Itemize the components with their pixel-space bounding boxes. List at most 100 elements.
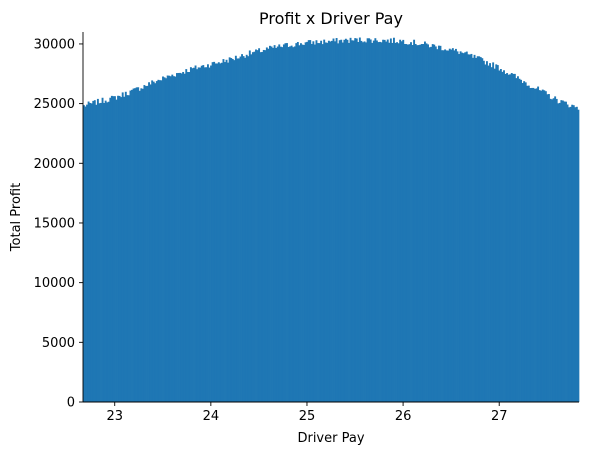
histogram-bar <box>335 38 338 402</box>
histogram-bar <box>524 82 527 402</box>
histogram-bar <box>86 104 88 402</box>
histogram-bar <box>445 50 448 402</box>
y-tick-label: 5000 <box>42 336 75 351</box>
histogram-bar <box>515 78 518 402</box>
histogram-bar <box>90 103 93 402</box>
histogram-bar <box>251 52 254 403</box>
histogram-bar <box>351 40 354 403</box>
histogram-bar <box>140 88 143 402</box>
histogram-bar <box>227 62 230 403</box>
histogram-bar <box>420 44 423 402</box>
histogram-bar <box>217 62 220 403</box>
histogram-bar <box>93 100 96 402</box>
histogram-bar <box>202 65 205 402</box>
y-tick-label: 10000 <box>34 276 75 291</box>
histogram-bar <box>194 65 197 403</box>
y-tick-label: 25000 <box>34 97 75 112</box>
histogram-bar <box>441 50 443 402</box>
histogram-bar <box>289 46 292 403</box>
histogram-bar <box>346 39 349 402</box>
histogram-bar <box>117 95 119 403</box>
histogram-bar <box>453 50 456 403</box>
histogram-bar <box>169 76 172 402</box>
y-tick-label: 20000 <box>34 157 75 172</box>
y-tick-label: 30000 <box>34 37 75 52</box>
histogram-bar <box>540 90 543 402</box>
histogram-bar <box>135 87 138 402</box>
histogram-bar <box>199 67 202 403</box>
histogram-bar <box>557 103 560 402</box>
histogram-bar <box>220 62 223 402</box>
histogram-bar <box>323 39 326 402</box>
histogram-bar <box>546 94 549 403</box>
histogram-bar <box>298 45 301 402</box>
histogram-bar <box>286 43 288 402</box>
histogram-bar <box>369 39 372 402</box>
histogram-bar <box>437 45 440 402</box>
histogram-bar <box>295 43 298 403</box>
histogram-bar <box>492 62 495 402</box>
histogram-bar <box>393 37 395 403</box>
histogram-bar <box>436 49 439 403</box>
histogram-bar <box>253 51 256 402</box>
histogram-bar <box>163 77 166 402</box>
histogram-bar <box>458 54 460 403</box>
histogram-bar <box>408 44 411 403</box>
histogram-bar <box>262 49 265 403</box>
histogram-bar <box>571 104 574 403</box>
histogram-bar <box>189 67 192 402</box>
histogram-bar <box>98 103 101 403</box>
histogram-bar <box>118 95 121 403</box>
histogram-bar <box>196 69 199 403</box>
histogram-bar <box>127 95 130 402</box>
histogram-bar <box>287 46 290 403</box>
histogram-bar <box>541 89 544 402</box>
histogram-bar <box>312 41 315 402</box>
histogram-bar <box>379 41 381 403</box>
histogram-bar <box>439 45 442 402</box>
histogram-bar <box>321 44 324 402</box>
histogram-bar <box>143 85 146 402</box>
histogram-bar <box>104 100 107 402</box>
histogram-bar <box>200 65 203 403</box>
histogram-bar <box>151 80 154 402</box>
histogram-bar <box>481 58 484 402</box>
histogram-bar <box>377 42 380 402</box>
histogram-bar <box>498 70 501 402</box>
histogram-bar <box>366 38 369 402</box>
histogram-bar <box>168 75 171 402</box>
histogram-bar <box>216 63 219 402</box>
y-axis-label: Total Profit <box>9 183 24 252</box>
histogram-bar <box>493 68 496 403</box>
histogram-bar <box>131 89 133 402</box>
histogram-bar <box>191 68 194 402</box>
histogram-bar <box>309 40 312 403</box>
histogram-bar <box>371 42 374 403</box>
histogram-bar <box>568 107 571 402</box>
histogram-bar <box>486 61 488 403</box>
histogram-bar <box>554 96 557 402</box>
histogram-bar <box>337 43 340 403</box>
histogram-bar <box>224 62 226 403</box>
histogram-bar <box>448 48 451 402</box>
histogram-bar <box>358 37 361 402</box>
histogram-bar <box>349 37 352 403</box>
histogram-bar <box>403 43 406 402</box>
histogram-bar <box>456 51 459 402</box>
histogram-bar <box>501 71 504 403</box>
histogram-bar <box>92 100 95 402</box>
x-tick-label: 27 <box>491 409 508 424</box>
histogram-bar <box>476 56 479 402</box>
histogram-bar <box>343 39 346 402</box>
histogram-bar <box>527 85 530 403</box>
histogram-bar <box>572 105 575 402</box>
histogram-bar <box>389 38 392 402</box>
histogram-bar <box>269 45 271 402</box>
histogram-bar <box>431 44 434 403</box>
histogram-bar <box>417 45 420 402</box>
histogram-bar <box>238 58 240 402</box>
histogram-bar <box>193 67 195 402</box>
histogram-bar <box>152 81 155 403</box>
histogram-bar <box>183 73 186 403</box>
